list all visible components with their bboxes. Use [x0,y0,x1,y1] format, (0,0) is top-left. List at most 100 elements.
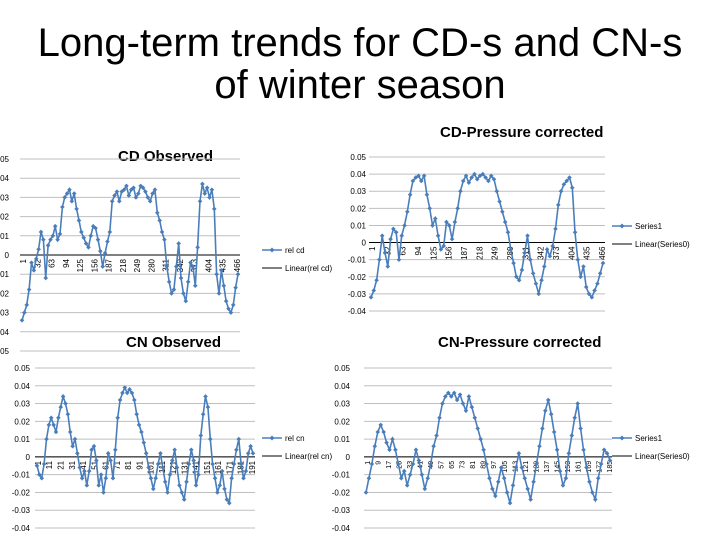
cd-observed-data-point [216,291,222,296]
cd-observed-data-point [235,271,241,277]
cn-observed-data-point [188,447,194,453]
cn-observed-data-point [238,461,244,467]
cn-pressure-data-point [519,465,525,470]
cn-observed-data-point [196,472,201,477]
cd-observed-data-point [102,250,108,256]
cd-observed-data-point [185,279,191,285]
cn-observed-data-point [148,475,154,481]
cn-pressure-data-point [525,486,530,492]
cd-observed-data-point [219,268,224,273]
cd-observed-data-point [211,206,217,212]
cd-pressure-data-point [399,233,405,239]
cn-pressure-xtick-label: 137 [544,461,551,473]
cn-pressure-xtick-label: 41 [418,461,425,469]
cd-observed-data-point [233,285,238,290]
cd-observed-xtick-label: 373 [190,258,199,272]
cd-pressure-data-point [446,223,452,228]
cn-pressure-xtick-label: 65 [449,461,456,469]
cn-pressure-ytick-label: -0.03 [332,506,351,515]
cn-pressure-data-point [607,458,613,463]
cd-pressure-data-point [555,202,561,208]
cn-observed-data-point [172,447,177,453]
cn-observed-legend-trend-label: Linear(rel cn) [285,452,332,461]
cd-observed-xtick-label: 187 [105,258,114,272]
cn-pressure-ytick-label: 0.02 [334,417,350,426]
cd-pressure-data-point [592,288,597,293]
cn-pressure-data-point [372,443,378,449]
cn-pressure-data-point [484,461,489,467]
cn-observed-ytick-label: -0.04 [12,524,31,533]
cd-pressure-xtick-label: 466 [598,246,607,260]
cd-pressure-ytick-label: 0.02 [350,204,366,213]
cd-observed-data-point [117,198,122,204]
cn-pressure-xtick-label: 57 [439,461,446,469]
cd-pressure-data-point [472,171,477,177]
cd-pressure-data-point [405,209,410,215]
cd-observed-data-point [48,237,53,242]
cd-observed-data-point [221,283,227,289]
cd-pressure-xtick-label: 280 [506,246,515,260]
cn-pressure-legend-series-marker [619,435,625,441]
cd-observed-data-point [112,193,117,198]
cd-pressure-data-point [402,223,407,228]
cd-pressure-data-point [530,271,536,276]
cd-pressure-xtick-label: 32 [383,246,392,255]
cd-pressure-xtick-label: 156 [445,246,454,260]
cd-observed-ytick-label: .02 [0,289,10,298]
cn-pressure-data-point [595,475,601,481]
cd-pressure-data-point [528,257,533,262]
cn-observed-data-point [215,490,220,495]
cd-pressure-data-point [444,219,449,225]
cn-pressure-data-point [487,475,492,481]
cd-pressure-data-point [525,233,530,239]
cd-observed-data-point [119,189,124,194]
cd-pressure-data-point [583,284,589,290]
cd-observed-data-point [105,239,110,244]
cn-pressure-xtick-label: 105 [502,461,509,473]
cd-observed-data-point [207,195,212,200]
cn-pressure-data-point [557,468,563,474]
cn-observed-data-point [153,475,158,481]
cd-observed-data-point [74,206,79,212]
cn-pressure-data-point [422,486,428,492]
cd-observed-ytick-label: .03 [0,193,10,202]
cn-observed-data-point [177,483,182,488]
cd-pressure-xtick-label: 404 [567,246,576,260]
cn-pressure-data-point [498,465,504,470]
cd-pressure-data-point [385,264,391,269]
cd-observed-data-point [26,287,32,292]
cd-pressure-xtick-label: 187 [460,246,469,260]
cd-observed-legend-series-label: rel cd [285,246,305,255]
cd-pressure-data-point [382,250,388,256]
cn-observed-data-point [217,483,223,488]
cd-observed-data-point [138,183,143,189]
cd-observed-data-point [143,189,148,194]
cd-observed-data-point [162,237,167,242]
cd-observed-xtick-label: 466 [233,258,242,272]
cn-observed-data-point [205,404,211,410]
cn-observed-data-point [191,458,196,463]
cd-observed-data-point [100,264,106,269]
cn-observed-ytick-label: 0.03 [14,400,30,409]
cn-observed-xtick-label: 151 [203,460,212,474]
cd-pressure-data-point [581,264,586,269]
cn-pressure-data-point [469,404,475,410]
cn-pressure-data-point [416,458,422,463]
cd-observed-data-point [109,198,115,204]
cn-observed-data-point [77,465,83,470]
cn-observed-xtick-label: 11 [45,460,54,469]
cn-observed-ytick-label: 0.05 [14,364,30,373]
cn-observed-data-point [94,458,99,463]
cn-observed-data-point [219,468,225,474]
cd-pressure-data-point [419,178,424,184]
cn-pressure-data-point [601,447,607,453]
cd-pressure-data-point [427,206,432,211]
cd-pressure-data-point [435,233,441,239]
cn-pressure-data-point [390,436,395,442]
cn-observed-data-point [48,415,54,421]
cd-pressure-data-point [455,206,460,211]
cn-observed-data-point [210,461,215,467]
cn-observed-xtick-label: 161 [214,460,223,474]
cn-observed-data-point [146,465,151,470]
cn-pressure-data-point [575,401,580,406]
